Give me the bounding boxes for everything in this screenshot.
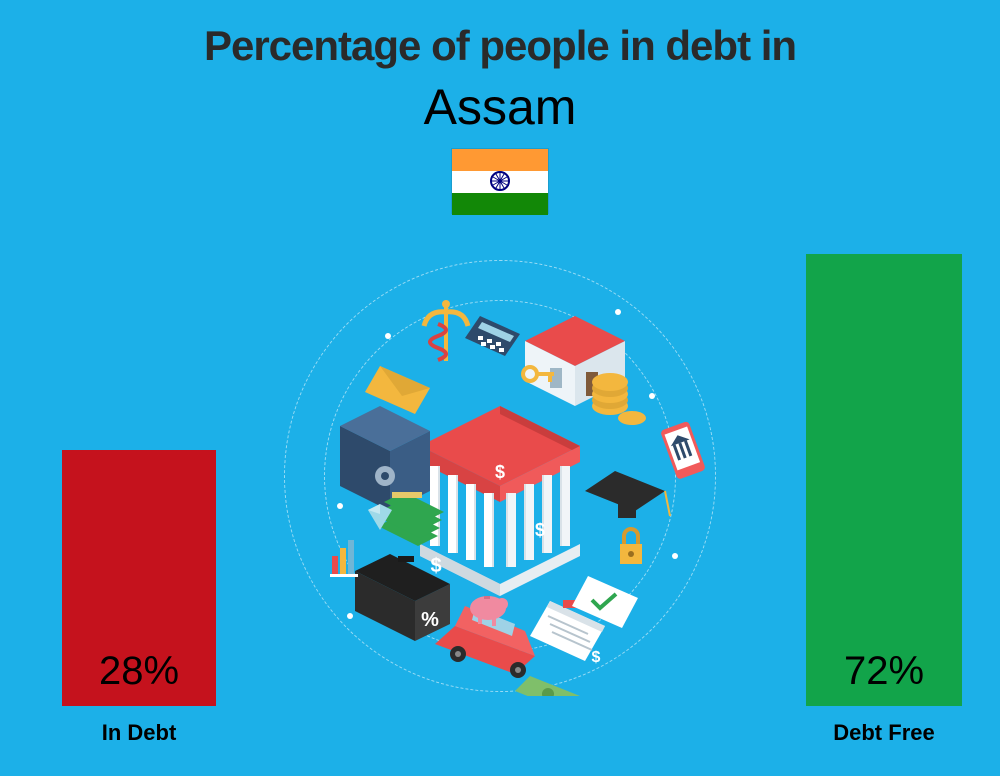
bar-rect bbox=[806, 254, 962, 706]
page-title: Percentage of people in debt in bbox=[0, 22, 1000, 70]
bar-debt_free: 72%Debt Free bbox=[806, 254, 962, 706]
bar-in_debt: 28%In Debt bbox=[62, 450, 216, 706]
svg-text:$: $ bbox=[495, 462, 505, 482]
svg-text:$: $ bbox=[592, 649, 601, 666]
finance-illustration: $ $ $% $ bbox=[280, 256, 720, 696]
finance-icons-svg: $ $ $% $ bbox=[280, 256, 720, 696]
svg-text:$: $ bbox=[430, 555, 441, 577]
bar-value: 28% bbox=[62, 649, 216, 694]
flag-stripe bbox=[452, 193, 548, 215]
bar-value: 72% bbox=[806, 649, 962, 694]
ashoka-chakra-icon bbox=[490, 171, 510, 191]
svg-text:%: % bbox=[421, 609, 439, 631]
bar-label: Debt Free bbox=[806, 720, 962, 746]
svg-text:$: $ bbox=[535, 520, 545, 540]
india-flag-icon bbox=[451, 148, 549, 214]
flag-stripe bbox=[452, 149, 548, 171]
region-name: Assam bbox=[0, 78, 1000, 136]
bar-label: In Debt bbox=[62, 720, 216, 746]
